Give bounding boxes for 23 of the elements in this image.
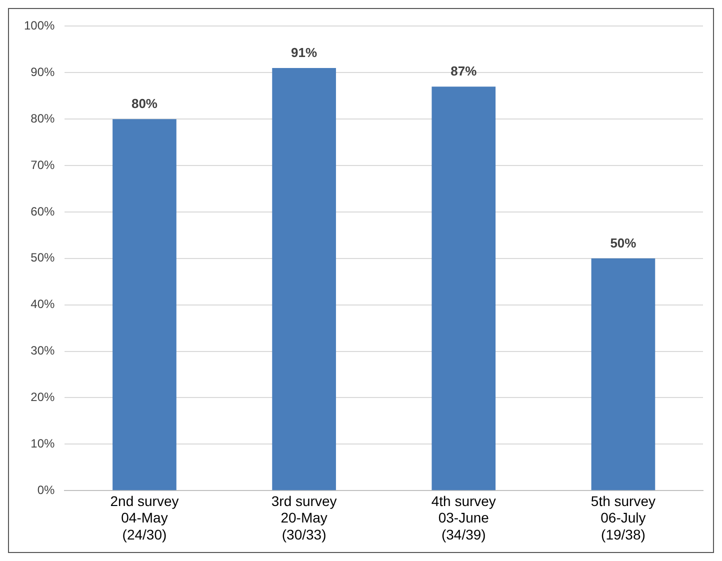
bar <box>591 258 656 490</box>
y-tick-label: 50% <box>30 250 56 265</box>
y-tick-label: 60% <box>30 204 56 218</box>
bar <box>272 68 336 490</box>
y-tick-label: 20% <box>30 390 56 404</box>
y-tick-label: 70% <box>30 158 56 172</box>
y-tick-label: 90% <box>30 64 56 79</box>
x-tick-label: 3rd survey 20-May (30/33) <box>271 492 337 542</box>
y-tick-label: 0% <box>37 482 56 497</box>
bar <box>432 86 496 490</box>
y-tick-label: 10% <box>30 436 56 450</box>
x-tick-label: 5th survey 06-July (19/38) <box>590 492 656 542</box>
x-tick-label: 4th survey 03-June (34/39) <box>431 492 496 542</box>
data-label: 80% <box>131 96 158 112</box>
y-tick-label: 80% <box>30 111 56 126</box>
data-label: 87% <box>450 64 478 79</box>
y-tick-label: 30% <box>30 344 56 358</box>
bar <box>112 119 176 490</box>
x-tick-label: 2nd survey 04-May (24/30) <box>110 492 179 542</box>
y-tick-label: 100% <box>24 18 56 33</box>
data-label: 50% <box>610 235 637 250</box>
data-label: 91% <box>291 45 318 60</box>
y-tick-label: 40% <box>30 297 56 312</box>
